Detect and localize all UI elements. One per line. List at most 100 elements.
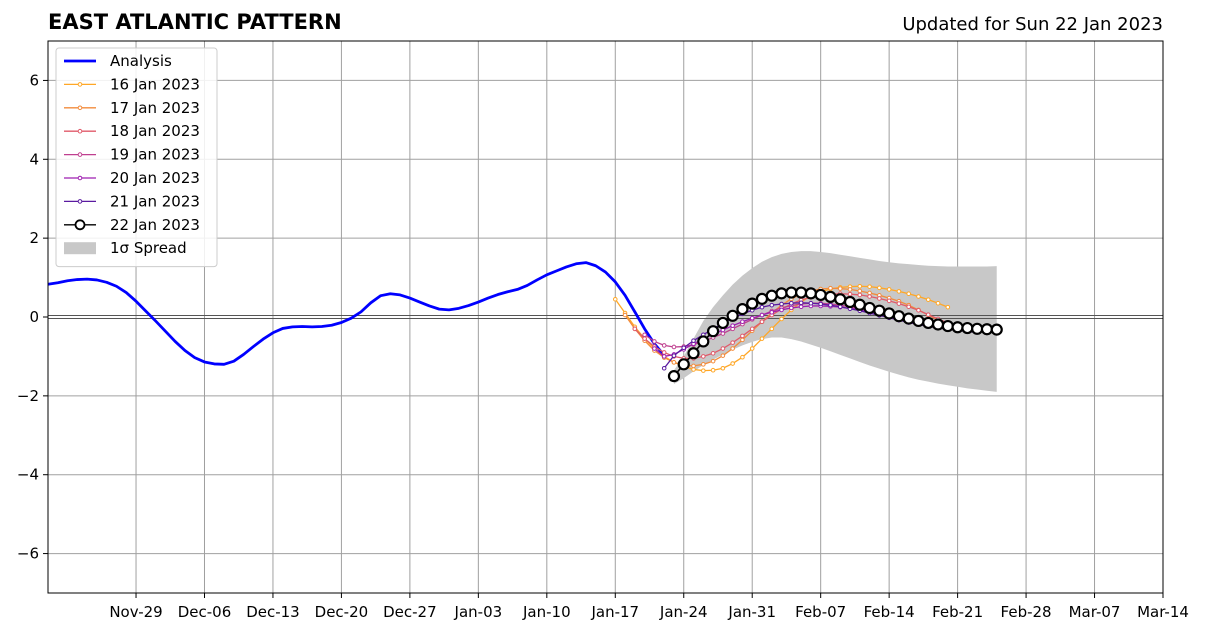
series-marker [671, 344, 677, 350]
series-marker [691, 338, 696, 343]
x-tick-label: Feb-14 [864, 603, 915, 621]
series-marker [749, 346, 755, 351]
series-marker [857, 288, 863, 294]
legend-marker [77, 199, 83, 204]
legend-label: 20 Jan 2023 [110, 169, 200, 187]
series-marker [701, 362, 706, 367]
y-tick-label: 6 [29, 71, 39, 89]
legend-label: 1σ Spread [110, 239, 187, 257]
series-marker [785, 286, 798, 299]
x-tick-label: Feb-28 [1001, 603, 1052, 621]
series-marker [642, 332, 647, 338]
series-marker [798, 304, 804, 310]
series-marker [853, 298, 866, 311]
series-marker [759, 319, 765, 325]
x-tick-label: Dec-13 [246, 603, 300, 621]
series-marker [677, 358, 690, 371]
series-marker [922, 316, 935, 330]
series-marker [642, 336, 647, 341]
series-marker [804, 287, 817, 300]
series-marker [789, 305, 794, 311]
series-marker [749, 315, 755, 321]
forecast-series-layer [612, 283, 1003, 383]
series-marker [886, 287, 892, 292]
analysis-layer [47, 261, 666, 366]
series-marker [759, 312, 765, 318]
x-axis-ticks: Nov-29 Dec-06 Dec-13 Dec-20 Dec-27 Jan-03 Jan-… [109, 593, 1189, 621]
series-marker [961, 321, 974, 335]
legend-entry: 20 Jan 2023 [64, 169, 200, 187]
spread-band [673, 251, 997, 392]
series-marker [710, 350, 716, 356]
series-marker [980, 323, 994, 336]
series-marker [720, 353, 726, 358]
legend-entry: 18 Jan 2023 [64, 122, 200, 140]
series-marker [726, 309, 739, 322]
analysis-line [47, 261, 666, 366]
legend-marker [77, 152, 83, 157]
series-marker [847, 291, 853, 297]
x-tick-label: Jan-10 [522, 603, 571, 621]
legend-marker [77, 128, 83, 134]
series-marker [661, 343, 667, 348]
legend-entry: 19 Jan 2023 [64, 146, 200, 164]
series-marker [667, 370, 681, 383]
legend-entry: Analysis [64, 52, 172, 70]
x-tick-label: Jan-24 [659, 603, 708, 621]
series-marker [661, 350, 667, 355]
series-marker [759, 304, 765, 310]
series-marker [661, 365, 667, 371]
series-marker [798, 300, 804, 306]
x-tick-label: Mar-14 [1137, 603, 1189, 621]
series-marker [765, 289, 778, 302]
series-marker [837, 304, 843, 310]
series-marker [730, 361, 735, 366]
series-marker [925, 312, 931, 317]
series-marker [912, 314, 925, 328]
y-tick-label: −2 [17, 387, 39, 405]
legend-box [55, 47, 218, 268]
series-marker [632, 326, 638, 332]
series-marker [759, 336, 765, 341]
series-marker [720, 365, 726, 371]
series-marker [906, 304, 912, 310]
series-marker [736, 303, 749, 316]
series-marker [681, 345, 687, 351]
chart-subtitle: Updated for Sun 22 Jan 2023 [902, 14, 1163, 35]
series-marker [710, 367, 716, 373]
series-marker [892, 310, 906, 323]
legend-entry: 22 Jan 2023 [64, 216, 200, 234]
legend-label: Analysis [110, 52, 172, 70]
series-marker [877, 285, 882, 291]
series-marker [824, 290, 837, 303]
series-marker [990, 323, 1003, 336]
x-tick-label: Mar-07 [1069, 603, 1121, 621]
series-marker [779, 316, 784, 322]
spread-layer [673, 251, 997, 392]
x-tick-label: Jan-31 [727, 603, 776, 621]
series-marker [925, 297, 931, 302]
series-marker [877, 296, 882, 301]
legend-swatch [64, 242, 96, 255]
series-marker [716, 316, 729, 330]
series-marker [701, 354, 706, 359]
legend-entry: 16 Jan 2023 [64, 75, 200, 93]
series-marker [896, 289, 902, 294]
x-tick-label: Dec-06 [178, 603, 232, 621]
series-marker [730, 346, 735, 351]
series-marker [740, 319, 745, 325]
series-marker [906, 291, 912, 297]
series-marker [818, 301, 823, 307]
legend-marker [77, 175, 83, 181]
series-marker [769, 302, 775, 308]
series-marker [740, 337, 745, 343]
x-tick-label: Feb-21 [932, 603, 983, 621]
series-marker [671, 353, 677, 358]
series-marker [775, 287, 788, 300]
legend-entry: 1σ Spread [64, 239, 187, 257]
series-marker [740, 354, 745, 360]
series-marker [931, 318, 945, 331]
series-marker [873, 304, 886, 317]
x-tick-label: Feb-07 [795, 603, 846, 621]
legend-label: 22 Jan 2023 [110, 216, 200, 234]
